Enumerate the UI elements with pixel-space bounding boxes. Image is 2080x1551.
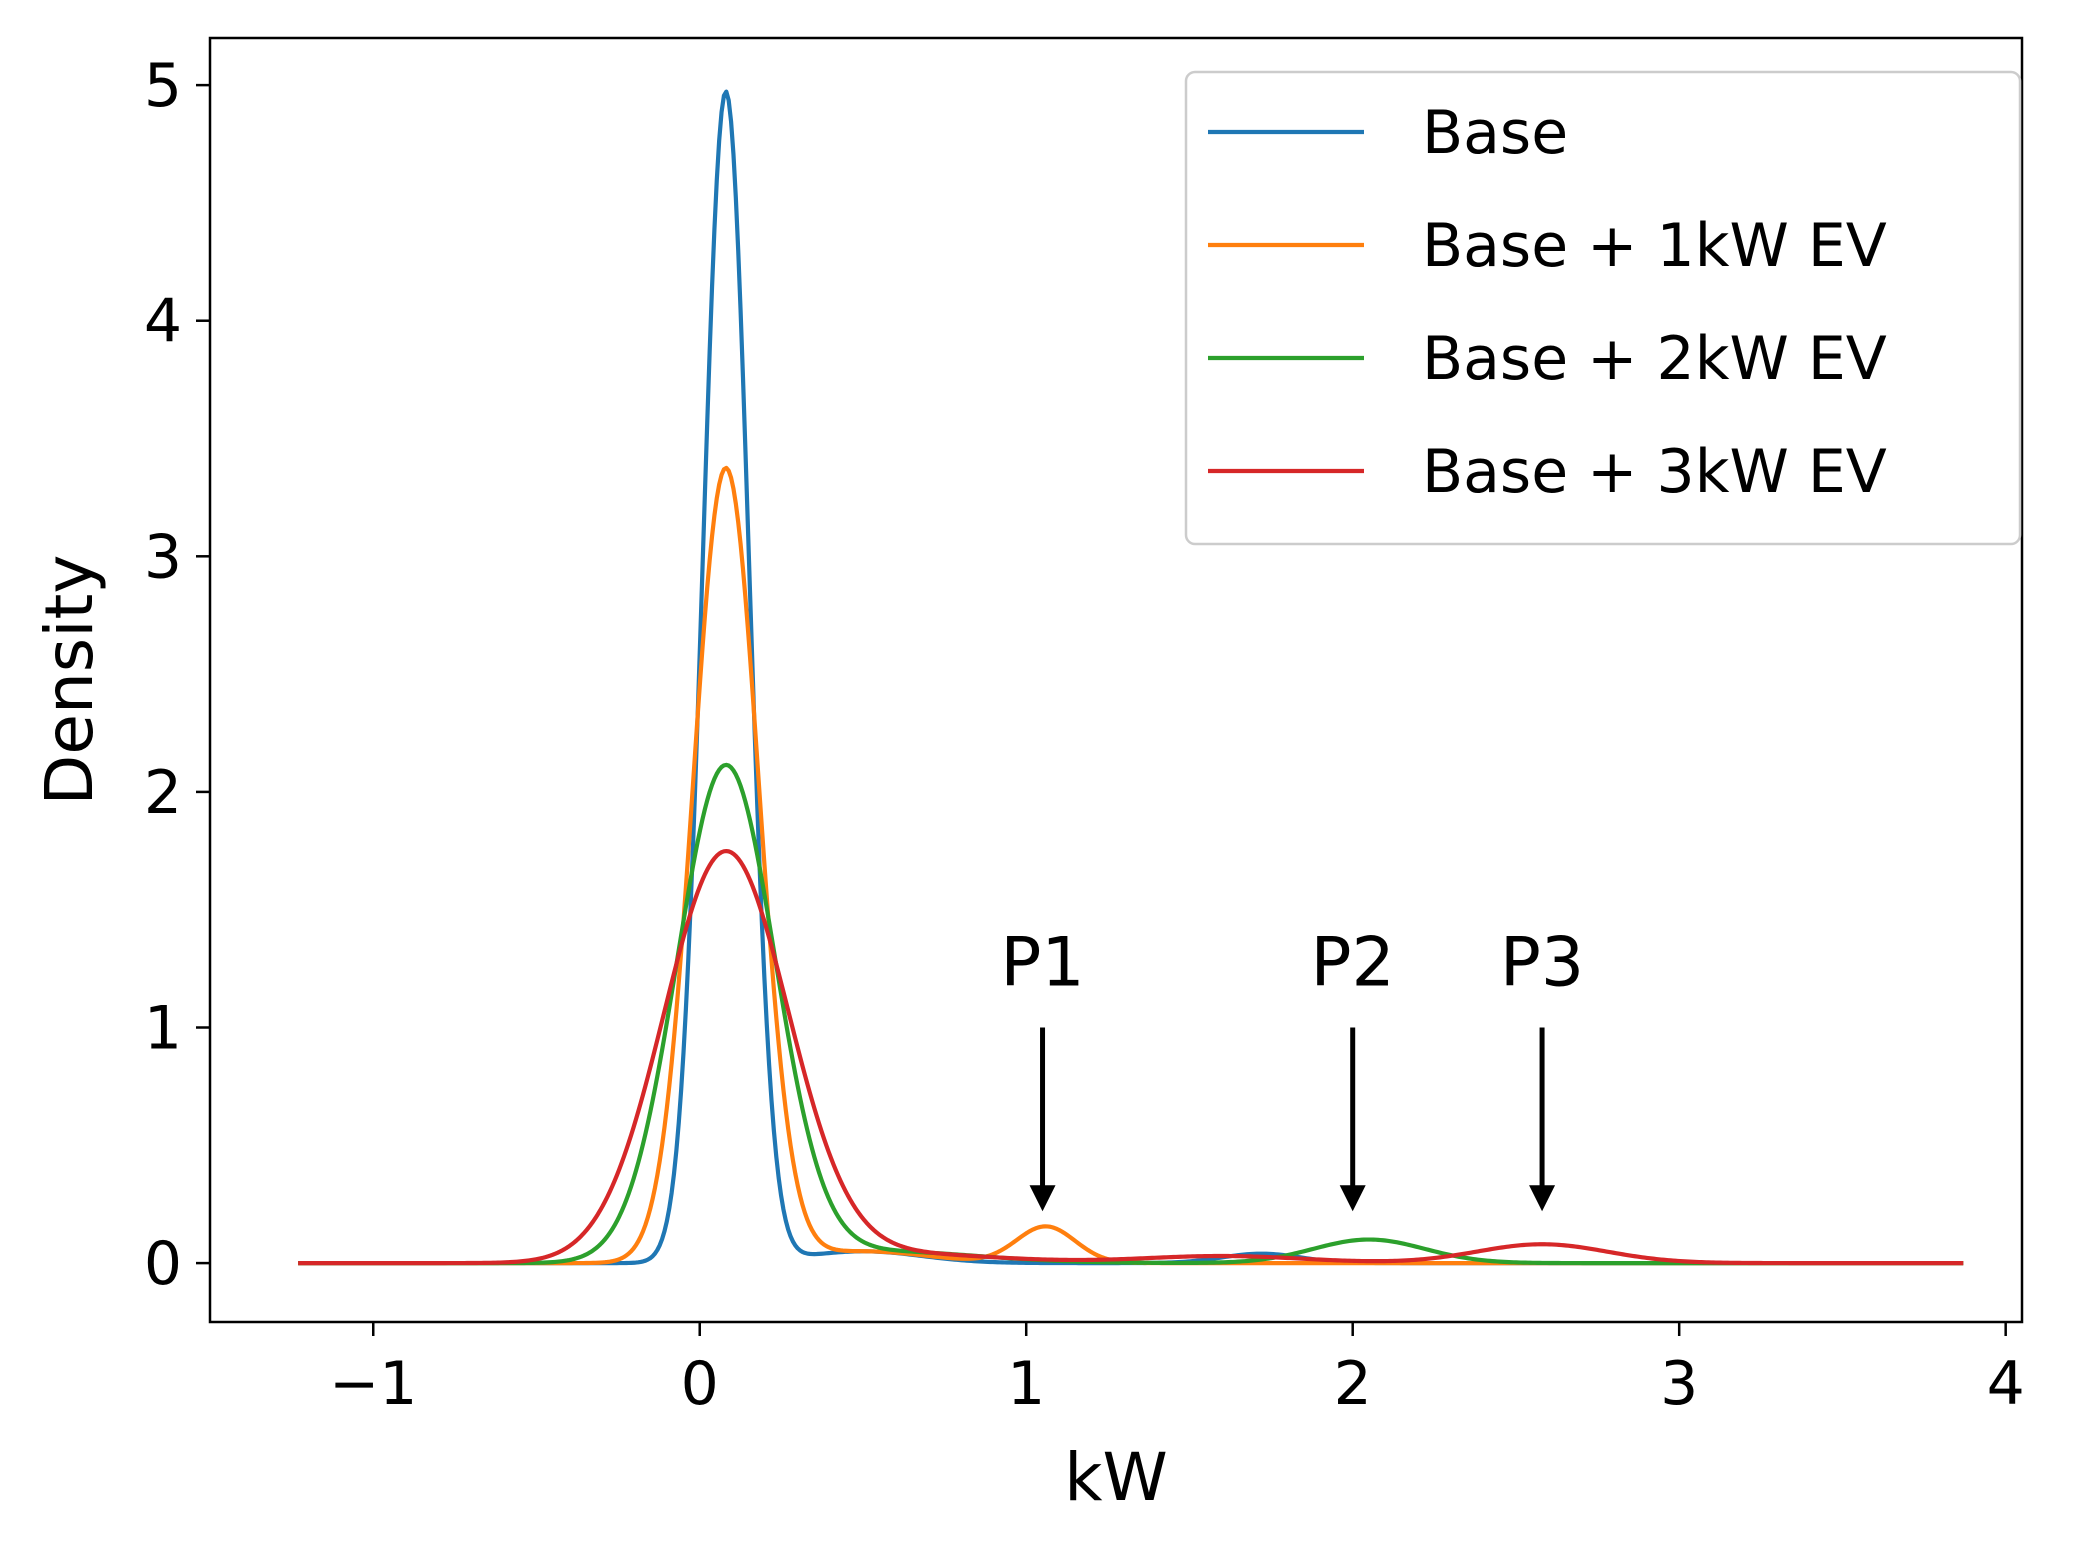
x-tick-label: −1 [329,1349,417,1419]
y-tick-label: 5 [144,51,182,121]
y-tick-label: 2 [144,758,182,828]
legend-label: Base + 1kW EV [1422,211,1887,281]
legend-box [1184,70,2022,546]
y-tick-label: 4 [144,287,182,357]
x-tick-label: 0 [681,1349,719,1419]
y-axis-label: Density [31,555,108,806]
y-axis: 0 1 2 3 4 5 [144,51,210,1299]
annotation-label: P2 [1311,924,1395,1003]
x-axis: −1 0 1 2 3 4 [329,1322,2025,1419]
annotation-arrow-head [1529,1185,1556,1212]
series-curves [298,89,1964,1266]
x-axis-label: kW [1064,1439,1167,1516]
y-tick-label: 0 [144,1229,182,1299]
x-tick-label: 2 [1334,1349,1372,1419]
x-tick-label: 3 [1660,1349,1698,1419]
y-tick-label: 3 [144,522,182,592]
legend-label: Base + 3kW EV [1422,437,1887,507]
legend-label: Base + 2kW EV [1422,324,1887,394]
x-tick-label: 4 [1987,1349,2025,1419]
x-tick-label: 1 [1007,1349,1045,1419]
legend-label: Base [1422,98,1568,168]
series-line-3 [298,848,1964,1266]
annotation-arrow-head [1339,1185,1366,1212]
plot-frame [208,36,2024,1324]
y-tick-label: 1 [144,994,182,1064]
annotation-label: P1 [1000,924,1084,1003]
annotation-arrow-head [1029,1185,1056,1212]
legend: Base Base + 1kW EV Base + 2kW EV Base + 3kW… [1184,70,2022,546]
annotation-label: P3 [1500,924,1584,1003]
annotations: P1 P2 P3 [1000,924,1584,1212]
